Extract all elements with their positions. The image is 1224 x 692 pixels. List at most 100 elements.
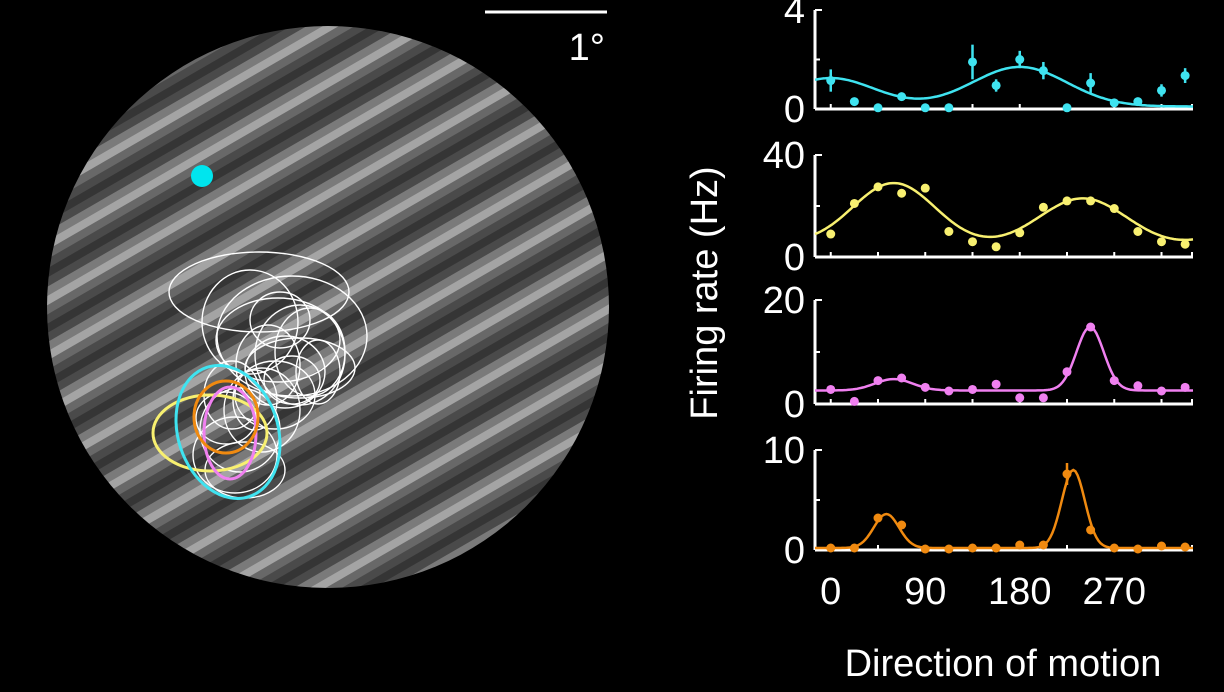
data-point <box>897 520 907 530</box>
y-tick-label: 20 <box>763 280 805 322</box>
x-tick-label: 90 <box>904 571 946 613</box>
x-axis-label: Direction of motion <box>845 643 1162 685</box>
tuning-panel-4: 0 10 <box>763 430 1193 572</box>
receptive-fields-white <box>168 251 368 499</box>
rf-ellipse <box>263 355 321 405</box>
data-point <box>944 227 954 236</box>
rf-ellipse <box>274 307 346 397</box>
data-point <box>1015 540 1025 550</box>
rf-ellipse <box>215 297 341 383</box>
scale-bar: 1° <box>485 10 607 69</box>
data-point <box>944 103 954 113</box>
data-point <box>1062 103 1072 113</box>
rf-ellipse <box>168 251 350 333</box>
scale-bar-label: 1° <box>569 27 605 69</box>
data-point <box>826 543 836 553</box>
data-point <box>1038 540 1048 550</box>
rf-ellipse <box>234 360 316 430</box>
rf-ellipse <box>201 269 299 375</box>
fit-curve <box>815 325 1193 392</box>
data-point <box>1157 541 1166 551</box>
stimulus-panel <box>47 26 609 588</box>
data-point <box>826 76 836 86</box>
data-point <box>1086 196 1096 206</box>
rf-cyan <box>174 364 282 500</box>
data-point <box>968 543 977 553</box>
data-point <box>1062 196 1072 206</box>
data-point <box>1086 322 1096 332</box>
data-point <box>1133 544 1143 554</box>
data-point <box>944 386 954 396</box>
grating-disc <box>47 26 609 588</box>
tuning-panel-2: 0 40 <box>763 135 1194 279</box>
data-point <box>991 80 1001 90</box>
data-point <box>991 543 1001 553</box>
data-point <box>1038 66 1048 76</box>
data-point <box>1133 97 1143 107</box>
data-point <box>1157 85 1166 95</box>
rf-ellipse <box>216 275 368 397</box>
data-point <box>849 97 859 107</box>
data-point <box>1086 78 1096 88</box>
rf-orange <box>192 379 260 455</box>
data-point <box>1086 525 1096 535</box>
data-point <box>1015 228 1025 238</box>
y-tick-label: 0 <box>784 384 805 426</box>
data-point <box>968 237 977 247</box>
y-tick-label: 10 <box>763 430 805 472</box>
data-point <box>1180 239 1190 249</box>
data-point <box>849 198 859 208</box>
data-point <box>1109 204 1119 214</box>
data-point <box>920 183 930 193</box>
data-point <box>968 57 977 67</box>
receptive-fields-highlighted <box>151 364 282 500</box>
rf-ellipse <box>192 416 278 494</box>
rf-ellipse <box>223 367 301 453</box>
data-point <box>991 242 1001 252</box>
y-tick-label: 0 <box>784 237 805 279</box>
data-point <box>1133 381 1143 391</box>
data-point <box>1038 202 1048 212</box>
x-tick-label: 180 <box>988 571 1051 613</box>
data-point <box>897 188 907 198</box>
data-point <box>1109 98 1119 108</box>
y-tick-label: 0 <box>784 89 805 131</box>
fit-curve <box>814 65 1193 108</box>
data-point <box>1180 542 1190 552</box>
data-point <box>1109 376 1119 386</box>
data-point <box>1133 227 1143 236</box>
data-point <box>1180 382 1190 392</box>
data-point <box>873 376 883 386</box>
data-point <box>1109 543 1119 553</box>
data-point <box>944 544 954 554</box>
fixation-dot <box>191 165 213 187</box>
y-tick-label: 0 <box>784 530 805 572</box>
y-tick-label: 40 <box>763 135 805 177</box>
data-point <box>1038 393 1048 403</box>
x-tick-label: 270 <box>1083 571 1146 613</box>
rf-ellipse <box>295 339 341 405</box>
data-point <box>1015 55 1025 64</box>
y-tick-label: 4 <box>784 0 805 32</box>
data-point <box>897 373 907 383</box>
x-tick-labels: 0 90 180 270 <box>820 571 1146 613</box>
y-axis-label: Firing rate (Hz) <box>684 166 726 419</box>
data-point <box>897 92 907 102</box>
data-point <box>920 382 930 392</box>
data-point <box>968 384 977 394</box>
data-point <box>991 379 1001 389</box>
x-tick-label: 0 <box>820 571 841 613</box>
fit-curve <box>815 468 1193 550</box>
data-point <box>1015 393 1025 403</box>
data-point <box>1157 386 1166 396</box>
rf-ellipse <box>244 337 356 399</box>
rf-ellipse <box>249 291 311 349</box>
data-point <box>1157 237 1166 247</box>
tuning-panel-1: 04 <box>784 0 1193 131</box>
data-point <box>849 396 859 406</box>
rf-ellipse <box>235 324 301 406</box>
data-point <box>826 229 836 239</box>
data-point <box>849 543 859 553</box>
